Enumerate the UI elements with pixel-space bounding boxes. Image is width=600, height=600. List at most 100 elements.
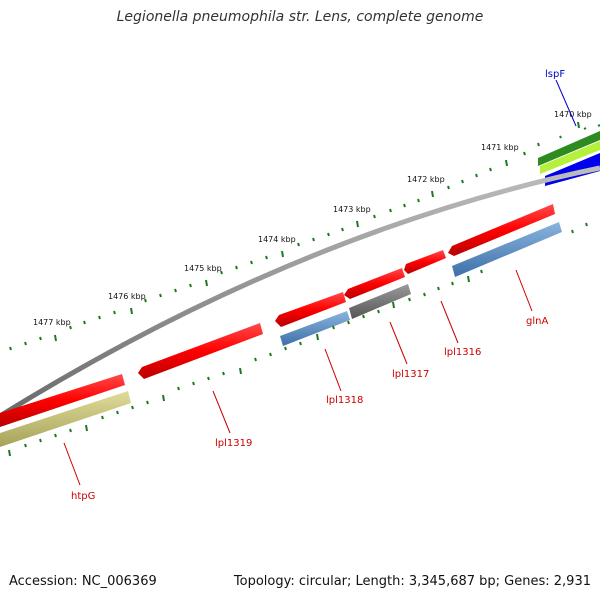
tick-mark (83, 320, 86, 325)
label-lpl1317: lpl1317 (392, 369, 429, 380)
genome-info-text: Topology: circular; Length: 3,345,687 bp… (233, 574, 591, 589)
tick-mark (235, 265, 238, 270)
tick-mark (480, 269, 483, 274)
tick-mark (69, 428, 72, 433)
tick-mark (537, 142, 540, 147)
tick-mark (451, 281, 454, 286)
gene-lpl1318-reverse (280, 311, 350, 346)
tick-mark (39, 438, 42, 443)
label-lspF: lspF (545, 69, 565, 80)
tick-mark (207, 376, 210, 381)
tick-mark (98, 315, 101, 320)
tick-mark (174, 288, 177, 293)
tick-major (162, 394, 165, 402)
tick-major (130, 307, 133, 315)
tick-mark (297, 242, 300, 247)
leader-htpG (63, 442, 81, 486)
tick-mark (347, 320, 350, 325)
tick-major (356, 220, 359, 228)
tick-mark (389, 208, 392, 213)
leader-lpl1319 (212, 390, 231, 434)
gene-lpl1319-arrow (138, 323, 263, 379)
tick-major (316, 333, 319, 341)
label-lpl1316: lpl1316 (444, 347, 481, 358)
tick-major (467, 275, 470, 283)
forward-strand (0, 204, 555, 427)
label-lpl1319: lpl1319 (215, 438, 252, 449)
tick-mark (559, 135, 562, 139)
kbp-label-1477: 1477 kbp (33, 318, 71, 327)
leader-lpl1317 (389, 321, 408, 365)
tick-mark (585, 222, 588, 227)
tick-mark (447, 185, 450, 190)
tick-major (431, 190, 434, 198)
tick-mark (341, 227, 344, 232)
gene-glnA-reverse (452, 222, 562, 277)
tick-mark (54, 433, 57, 438)
tick-mark (437, 286, 440, 291)
reverse-strand (0, 222, 562, 447)
map-title: Legionella pneumophila str. Lens, comple… (116, 9, 484, 25)
tick-mark (220, 270, 223, 275)
tick-mark (192, 381, 195, 386)
kbp-label-1474: 1474 kbp (258, 235, 296, 244)
tick-major (54, 334, 57, 342)
tick-mark (417, 198, 420, 203)
tick-mark (131, 405, 134, 410)
tick-major (281, 250, 284, 258)
tick-major (85, 424, 88, 432)
leader-glnA (515, 269, 533, 312)
tick-major (505, 159, 508, 167)
tick-mark (9, 346, 12, 351)
tick-mark (423, 292, 426, 297)
label-htpG: htpG (71, 491, 95, 502)
tick-mark (312, 237, 315, 242)
leader-lpl1316 (440, 300, 459, 344)
tick-mark (101, 415, 104, 420)
tick-major (239, 367, 242, 375)
tick-mark (571, 229, 574, 234)
tick-mark (69, 325, 72, 330)
accession-text: Accession: NC_006369 (9, 574, 157, 589)
tick-mark (327, 232, 330, 237)
tick-mark (254, 357, 257, 362)
gene-glnA-arrow (448, 204, 555, 256)
gene-lpl1317-reverse (349, 284, 411, 319)
tick-mark (177, 386, 180, 391)
tick-mark (373, 214, 376, 219)
inner-tick-ring (8, 222, 588, 457)
tick-mark (146, 400, 149, 405)
outer-tick-ring (9, 121, 600, 351)
tick-mark (144, 298, 147, 303)
tick-mark (362, 314, 365, 319)
tick-mark (489, 167, 492, 172)
tick-mark (265, 255, 268, 260)
kbp-label-1472: 1472 kbp (407, 175, 445, 184)
tick-mark (189, 283, 192, 288)
tick-mark (583, 127, 587, 130)
tick-mark (159, 293, 162, 298)
backbone-arc (0, 165, 600, 419)
tick-mark (523, 151, 526, 156)
tick-mark (116, 410, 119, 415)
tick-major (8, 449, 11, 457)
tick-mark (113, 310, 116, 315)
tick-major (577, 121, 580, 129)
tick-mark (24, 341, 27, 346)
label-glnA: glnA (526, 316, 548, 327)
gene-lpl1317-arrow (344, 268, 405, 299)
tick-mark (408, 297, 411, 302)
leader-lpl1318 (324, 348, 342, 392)
tick-major (392, 301, 395, 309)
gene-lpl1316-arrow (404, 250, 446, 274)
kbp-label-1475: 1475 kbp (184, 264, 222, 273)
tick-mark (461, 179, 464, 184)
tick-mark (39, 336, 42, 341)
kbp-label-1471: 1471 kbp (481, 143, 519, 152)
tick-mark (284, 346, 287, 351)
tick-mark (332, 325, 335, 330)
tick-mark (269, 352, 272, 357)
kbp-label-1470: 1470 kbp (554, 110, 592, 119)
tick-mark (250, 260, 253, 265)
